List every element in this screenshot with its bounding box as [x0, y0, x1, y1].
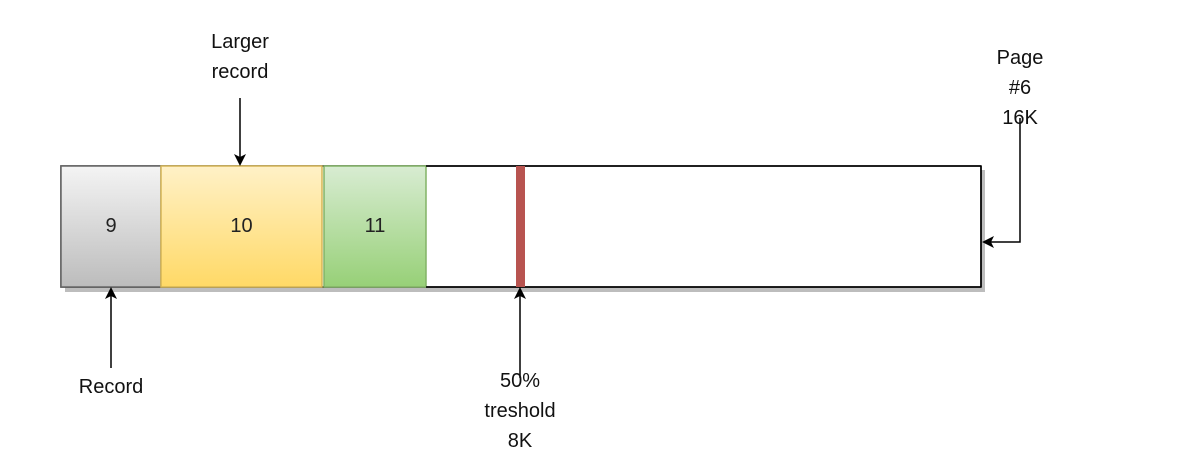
- record-11-box: [323, 165, 427, 288]
- record-11-label: 11: [364, 215, 386, 237]
- record-10-label: 10: [230, 215, 253, 237]
- page-label: Page #6 16K: [996, 47, 1044, 129]
- record-label: Record: [78, 376, 144, 398]
- larger-record-label: Larger record: [211, 31, 269, 83]
- threshold-label: 50% treshold 8K: [484, 370, 556, 452]
- threshold-marker: [516, 166, 525, 287]
- record-9-box: [60, 165, 162, 288]
- record-10-box: [160, 165, 323, 288]
- record-9-label: 9: [105, 215, 117, 237]
- page-arrow: [982, 118, 1021, 248]
